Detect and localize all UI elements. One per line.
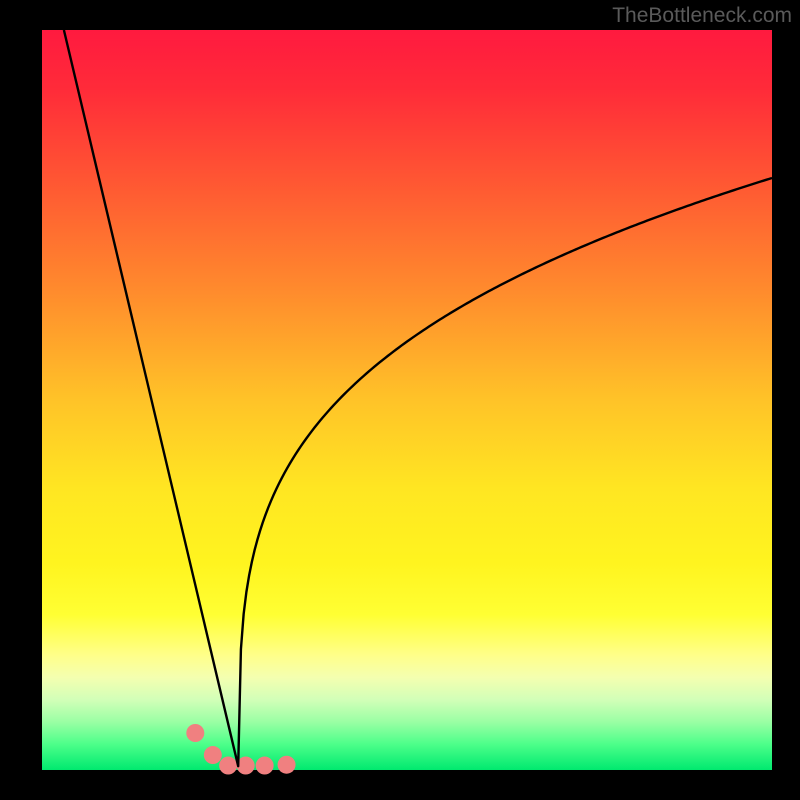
valley-marker-dot <box>278 756 296 774</box>
valley-marker-dot <box>204 746 222 764</box>
chart-svg <box>0 0 800 800</box>
valley-marker-dot <box>219 757 237 775</box>
valley-marker-dot <box>256 757 274 775</box>
chart-container: TheBottleneck.com <box>0 0 800 800</box>
valley-marker-dot <box>186 724 204 742</box>
